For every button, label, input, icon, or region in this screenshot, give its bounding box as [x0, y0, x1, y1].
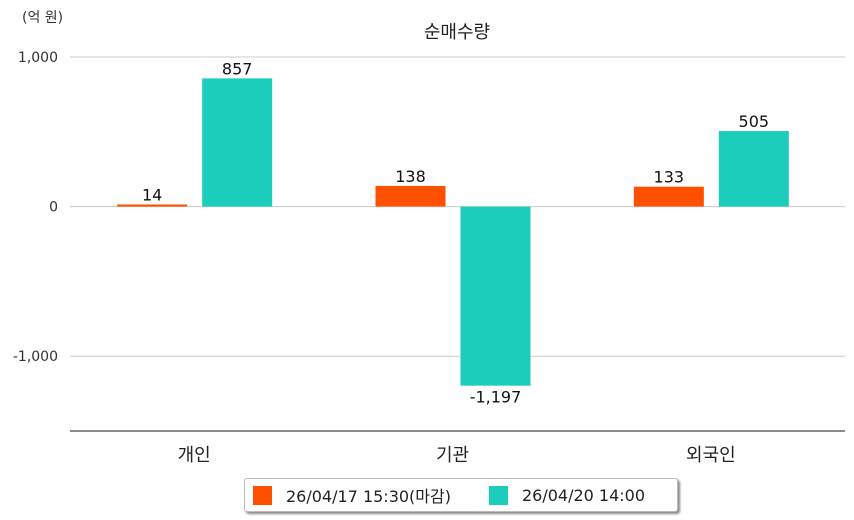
legend-item-series-2[interactable]: 26/04/20 14:00: [488, 485, 646, 505]
bar: [375, 185, 446, 207]
legend-label: 26/04/17 15:30(마감): [286, 487, 451, 506]
legend: 26/04/17 15:30(마감) 26/04/20 14:00: [244, 478, 678, 512]
bar: [633, 186, 704, 207]
data-label: -1,197: [470, 388, 522, 407]
data-label: 505: [739, 112, 770, 131]
data-label: 14: [142, 186, 162, 205]
x-tick-label: 기관: [436, 445, 469, 466]
legend-swatch-orange: [253, 485, 272, 505]
chart-title: 순매수량: [424, 22, 490, 43]
bar: [202, 78, 273, 207]
bar: [117, 204, 188, 207]
data-label: 133: [654, 168, 685, 187]
y-tick-label: 1,000: [18, 50, 58, 66]
data-label: 857: [222, 59, 253, 78]
y-tick-label: -1,000: [13, 349, 58, 365]
bar: [718, 131, 789, 207]
y-tick-label: 0: [49, 200, 58, 216]
bar-chart: 순매수량 (억 원) 1,000 0 -1,000 개인 14 857 기관 138 -1,197 외…: [13, 10, 845, 466]
bar: [460, 206, 531, 386]
x-tick-label: 개인: [178, 445, 211, 466]
legend-label: 26/04/20 14:00: [521, 485, 646, 505]
legend-item-series-1[interactable]: 26/04/17 15:30(마감): [253, 483, 451, 507]
data-label: 138: [395, 167, 426, 186]
x-tick-label: 외국인: [686, 445, 736, 466]
legend-swatch-teal: [488, 485, 508, 505]
unit-label: (억 원): [22, 10, 63, 26]
